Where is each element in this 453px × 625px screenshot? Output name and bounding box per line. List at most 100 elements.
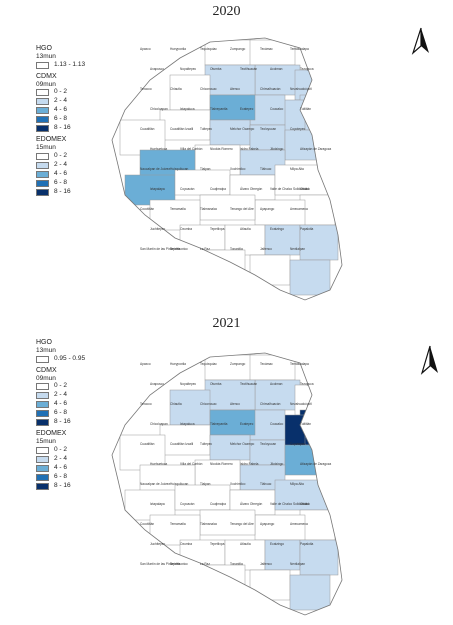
legend-swatch-bin0 xyxy=(36,446,49,454)
municipality-label: Nezahualcóyotl xyxy=(290,402,312,406)
municipality-label: Jilotzingo xyxy=(270,147,284,151)
legend-swatch-bin2 xyxy=(36,401,49,408)
municipality-region xyxy=(249,39,296,66)
municipality-label: Jaltenco xyxy=(260,247,272,251)
municipality-region xyxy=(299,409,331,446)
municipality-region xyxy=(224,539,266,571)
municipality-label: San Martín de las Pirámides xyxy=(140,247,180,251)
municipality-label: Tenango del Aire xyxy=(230,207,254,211)
panel-2020-legend: HGO 13mun 1.13 - 1.13 CDMX 09mun 0 - 2 2… xyxy=(36,42,85,197)
map-2021-labels: Apaxco Hueypoxtla Tequixquiac Zumpango Tecám… xyxy=(140,362,331,566)
municipality-label: Tepetlixpa xyxy=(210,542,225,546)
municipality-label: Coacalco xyxy=(270,422,284,426)
legend-edomex-entry: 2 - 4 xyxy=(36,455,85,464)
municipality-label: Cuautitlán Izcalli xyxy=(170,127,194,131)
municipality-region xyxy=(204,379,256,411)
legend-hgo-range: 1.13 - 1.13 xyxy=(54,60,86,68)
municipality-label: Tenango del Aire xyxy=(230,522,254,526)
legend-swatch-hgo xyxy=(36,61,49,69)
legend-cdmx-entry: 0 - 2 xyxy=(36,88,85,97)
map-2020-regions xyxy=(111,37,343,301)
region-outline xyxy=(111,352,343,616)
municipality-label: Huehuetoca xyxy=(150,462,167,466)
municipality-label: Teotihuacán xyxy=(240,382,257,386)
legend-swatch-bin3 xyxy=(36,179,49,187)
legend-edomex-count: 15mun xyxy=(36,144,56,151)
municipality-label: Teotihuacán xyxy=(240,67,257,71)
legend-edomex-title: EDOMEX xyxy=(36,430,67,437)
municipality-label: Cuajimalpa xyxy=(210,502,226,506)
municipality-label: San Martín de las Pirámides xyxy=(140,562,180,566)
municipality-label: Nextlalpan xyxy=(290,562,305,566)
municipality-label: Tlalpan xyxy=(200,482,211,486)
municipality-region xyxy=(204,354,256,381)
municipality-label: Temamatla xyxy=(170,207,186,211)
panel-2020-year-title: 2020 xyxy=(212,4,241,19)
municipality-region xyxy=(254,379,301,411)
municipality-region xyxy=(124,174,176,206)
legend-edomex-bin1: 2 - 4 xyxy=(54,454,68,462)
municipality-region xyxy=(279,414,306,451)
municipality-region xyxy=(254,199,306,226)
municipality-region xyxy=(294,384,316,416)
legend-cdmx-bin3: 6 - 8 xyxy=(54,115,68,123)
municipality-label: Tepetlaoxtoc xyxy=(170,562,188,566)
legend-swatch-bin3 xyxy=(36,116,49,123)
legend-swatch-bin1 xyxy=(36,392,49,399)
municipality-label: Naucalpan de Juárez xyxy=(140,167,171,171)
legend-hgo-title: HGO xyxy=(36,45,52,52)
municipality-label: Isidro Fabela xyxy=(240,462,259,466)
municipality-region xyxy=(299,539,339,576)
municipality-label: Nicolás Romero xyxy=(210,147,233,151)
legend-hgo-entry: 0.95 - 0.95 xyxy=(36,355,85,364)
municipality-label: Cuautitlán xyxy=(140,127,155,131)
municipality-region xyxy=(279,99,306,136)
municipality-region xyxy=(174,484,231,511)
municipality-region xyxy=(224,224,266,256)
municipality-label: Huixquilucan xyxy=(170,482,188,486)
municipality-label: Nopaltepec xyxy=(180,67,197,71)
municipality-label: Atizapán de Zaragoza xyxy=(300,462,331,466)
municipality-label: Axapusco xyxy=(150,382,164,386)
municipality-region xyxy=(199,564,246,591)
municipality-label: Amecameca xyxy=(290,207,308,211)
municipality-label: Tultitlán xyxy=(300,107,311,111)
municipality-region xyxy=(249,254,291,286)
legend-edomex-bin3: 6 - 8 xyxy=(54,178,68,186)
municipality-label: Valle de Chalco Solidaridad xyxy=(270,187,309,191)
legend-swatch-bin0 xyxy=(36,383,49,390)
municipality-label: Cocotitlán xyxy=(140,522,154,526)
legend-swatch-bin1 xyxy=(36,455,49,463)
municipality-label: Tecámac xyxy=(260,47,273,51)
municipality-region xyxy=(264,539,301,571)
legend-swatch-bin4 xyxy=(36,419,49,426)
municipality-label: Tepetlixpa xyxy=(210,227,225,231)
municipality-label: Otumba xyxy=(210,67,222,71)
municipality-cells xyxy=(119,354,339,611)
municipality-label: Juchitepec xyxy=(150,542,166,546)
legend-cdmx-entry: 2 - 4 xyxy=(36,391,85,400)
municipality-label: Ozumba xyxy=(180,227,192,231)
municipality-label: Tezoyuca xyxy=(300,382,314,386)
municipality-region xyxy=(119,434,166,471)
municipality-label: Zumpango xyxy=(230,362,245,366)
municipality-label: Nextlalpan xyxy=(290,247,305,251)
legend-cdmx-bin4: 8 - 16 xyxy=(54,418,71,426)
municipality-label: Atenco xyxy=(230,402,240,406)
legend-cdmx-bin0: 0 - 2 xyxy=(54,88,68,96)
panel-2021-year-title: 2021 xyxy=(212,316,241,331)
legend-swatch-bin2 xyxy=(36,464,49,472)
municipality-label: Villa del Carbón xyxy=(180,462,203,466)
municipality-label: Tultepec xyxy=(200,127,213,131)
legend-edomex-entry: 2 - 4 xyxy=(36,161,85,170)
municipality-region xyxy=(289,574,331,611)
municipality-label: Xochimilco xyxy=(230,482,246,486)
municipality-region xyxy=(299,224,339,261)
municipality-region xyxy=(249,409,286,441)
municipality-region xyxy=(284,444,326,476)
municipality-region xyxy=(239,149,286,176)
region-outline xyxy=(111,37,343,301)
legend-edomex-entry: 4 - 6 xyxy=(36,464,85,473)
municipality-label: Naucalpan de Juárez xyxy=(140,482,171,486)
municipality-region xyxy=(209,409,256,436)
